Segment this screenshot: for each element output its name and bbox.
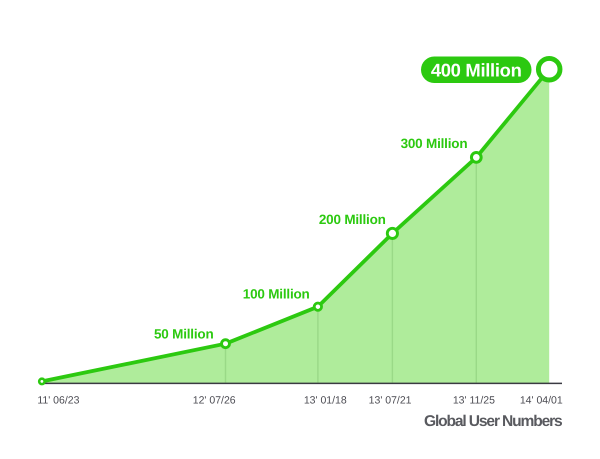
svg-text:13' 01/18: 13' 01/18: [304, 394, 347, 406]
svg-text:Global User Numbers: Global User Numbers: [424, 413, 563, 430]
svg-text:100 Million: 100 Million: [243, 287, 310, 302]
svg-text:300 Million: 300 Million: [401, 136, 468, 151]
svg-text:13' 11/25: 13' 11/25: [453, 394, 495, 406]
svg-text:50 Million: 50 Million: [154, 326, 214, 341]
svg-text:13' 07/21: 13' 07/21: [369, 394, 412, 406]
svg-text:400 Million: 400 Million: [431, 60, 522, 81]
svg-text:14' 04/01: 14' 04/01: [520, 394, 563, 406]
svg-text:12' 07/26: 12' 07/26: [193, 394, 236, 406]
svg-text:11' 06/23: 11' 06/23: [37, 394, 79, 406]
svg-text:200 Million: 200 Million: [319, 212, 386, 227]
